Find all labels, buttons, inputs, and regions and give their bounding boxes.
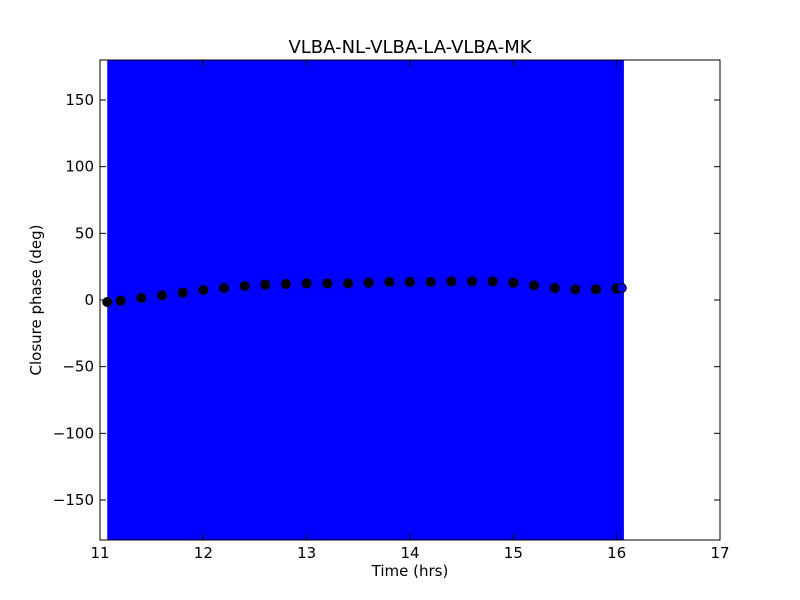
data-point	[198, 285, 209, 295]
data-point	[239, 281, 250, 291]
x-tick-label: 16	[607, 544, 626, 562]
y-tick-label: −100	[53, 424, 94, 442]
data-point	[177, 287, 188, 298]
data-point	[570, 284, 581, 295]
data-point	[425, 277, 436, 287]
x-tick-label: 11	[90, 544, 109, 562]
data-point	[529, 280, 539, 291]
data-point	[102, 297, 113, 307]
x-axis-label: Time (hrs)	[371, 562, 449, 580]
data-point	[301, 278, 312, 289]
data-point	[616, 283, 627, 293]
data-point	[549, 283, 560, 293]
y-tick-label: 0	[84, 291, 94, 309]
series-0	[102, 276, 627, 307]
data-point	[115, 295, 126, 306]
data-point	[136, 293, 147, 303]
plot-area: 11 12 13 14 15 16 17 −150 −100 −50 0 50 100 150	[53, 59, 730, 562]
data-point	[260, 279, 271, 290]
y-tick-label: −50	[62, 358, 94, 376]
y-tick-label: 100	[65, 158, 94, 176]
data-point	[508, 277, 519, 288]
y-axis-label: Closure phase (deg)	[27, 225, 45, 376]
data-point	[343, 278, 353, 289]
data-point	[591, 284, 601, 295]
data-point	[405, 277, 415, 287]
data-point	[467, 276, 477, 287]
data-point	[322, 278, 333, 289]
x-tick-label: 12	[194, 544, 213, 562]
y-tick-label: 150	[65, 91, 94, 109]
data-point	[384, 277, 395, 287]
x-tick-label: 14	[400, 544, 419, 562]
data-point	[157, 290, 167, 301]
chart-title: VLBA-NL-VLBA-LA-VLBA-MK	[288, 37, 532, 58]
x-tick-label: 13	[297, 544, 316, 562]
data-point	[363, 277, 374, 288]
data-point	[487, 276, 498, 287]
data-point	[219, 283, 229, 293]
data-point	[446, 276, 457, 287]
y-tick-label: 50	[75, 224, 94, 242]
y-tick-label: −150	[53, 491, 94, 509]
x-tick-label: 15	[504, 544, 523, 562]
x-tick-label: 17	[710, 544, 729, 562]
data-point	[281, 279, 291, 289]
shaded-span	[107, 60, 624, 540]
